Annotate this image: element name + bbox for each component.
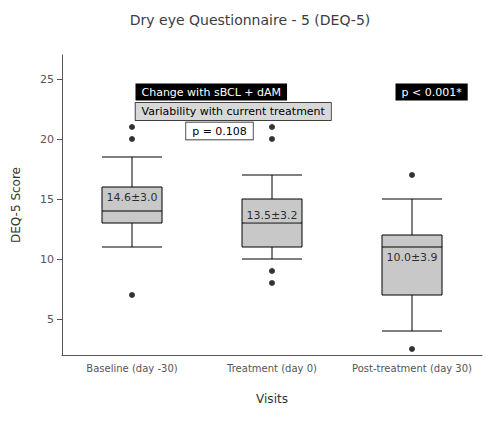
svg-text:15: 15 [40, 193, 54, 206]
svg-text:p < 0.001*: p < 0.001* [402, 86, 463, 99]
svg-text:DEQ-5 Score: DEQ-5 Score [9, 167, 23, 243]
svg-text:10: 10 [40, 253, 54, 266]
svg-text:10.0±3.9: 10.0±3.9 [386, 251, 437, 264]
svg-text:Post-treatment (day 30): Post-treatment (day 30) [352, 363, 472, 374]
svg-text:Change with sBCL + dAM: Change with sBCL + dAM [142, 86, 282, 99]
svg-text:14.6±3.0: 14.6±3.0 [106, 191, 157, 204]
svg-text:25: 25 [40, 73, 54, 86]
svg-text:Baseline (day -30): Baseline (day -30) [86, 363, 177, 374]
svg-text:Variability with current treat: Variability with current treatment [142, 105, 326, 118]
svg-text:Treatment (day 0): Treatment (day 0) [226, 363, 317, 374]
svg-text:5: 5 [47, 313, 54, 326]
svg-text:13.5±3.2: 13.5±3.2 [246, 209, 297, 222]
svg-text:20: 20 [40, 133, 54, 146]
svg-text:Visits: Visits [256, 392, 288, 406]
svg-text:Dry eye Questionnaire - 5 (DEQ: Dry eye Questionnaire - 5 (DEQ-5) [130, 12, 370, 28]
svg-text:p = 0.108: p = 0.108 [192, 125, 247, 138]
